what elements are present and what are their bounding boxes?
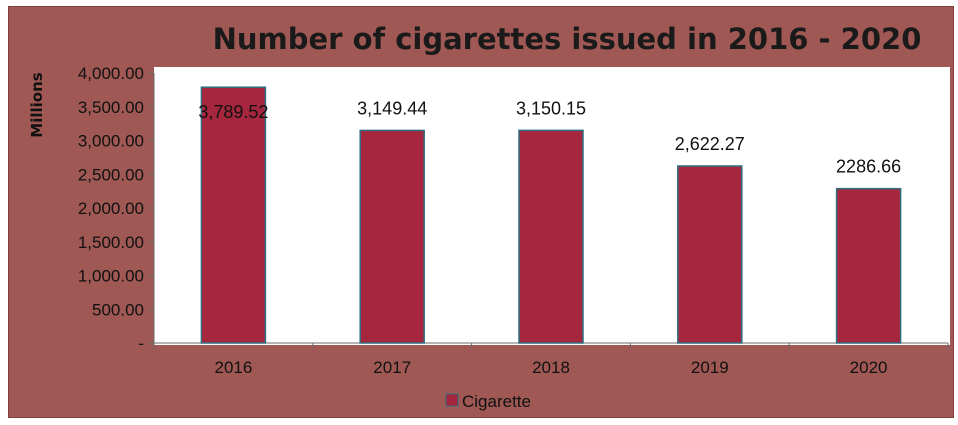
- y-axis-label: Millions: [28, 72, 46, 137]
- y-tick-label: 1,500.00: [78, 233, 144, 252]
- y-tick-label: -: [138, 334, 144, 353]
- x-tick-label: 2019: [691, 358, 729, 377]
- bar-chart: Number of cigarettes issued in 2016 - 20…: [28, 22, 950, 411]
- y-tick-label: 500.00: [92, 300, 144, 319]
- x-tick-label: 2017: [373, 358, 411, 377]
- legend-swatch: [445, 393, 459, 407]
- data-label: 2286.66: [836, 157, 901, 177]
- y-tick-label: 2,000.00: [78, 199, 144, 218]
- data-label: 2,622.27: [675, 134, 745, 154]
- x-tick-label: 2016: [214, 358, 252, 377]
- bar: [518, 129, 584, 344]
- chart-title: Number of cigarettes issued in 2016 - 20…: [213, 22, 922, 56]
- bar: [835, 187, 902, 344]
- bar: [200, 86, 267, 344]
- data-label: 3,150.15: [516, 98, 586, 118]
- chart-frame: Number of cigarettes issued in 2016 - 20…: [8, 6, 954, 418]
- y-tick-label: 4,000.00: [78, 64, 144, 83]
- y-tick-label: 3,000.00: [78, 132, 144, 151]
- bar: [677, 165, 743, 344]
- data-label: 3,789.52: [198, 102, 268, 122]
- legend-label: Cigarette: [462, 392, 531, 411]
- y-tick-label: 2,500.00: [78, 165, 144, 184]
- x-tick-label: 2018: [532, 358, 570, 377]
- y-tick-label: 3,500.00: [78, 98, 144, 117]
- x-tick-label: 2020: [850, 358, 888, 377]
- data-label: 3,149.44: [357, 98, 427, 118]
- y-tick-label: 1,000.00: [78, 267, 144, 286]
- bar: [359, 129, 425, 344]
